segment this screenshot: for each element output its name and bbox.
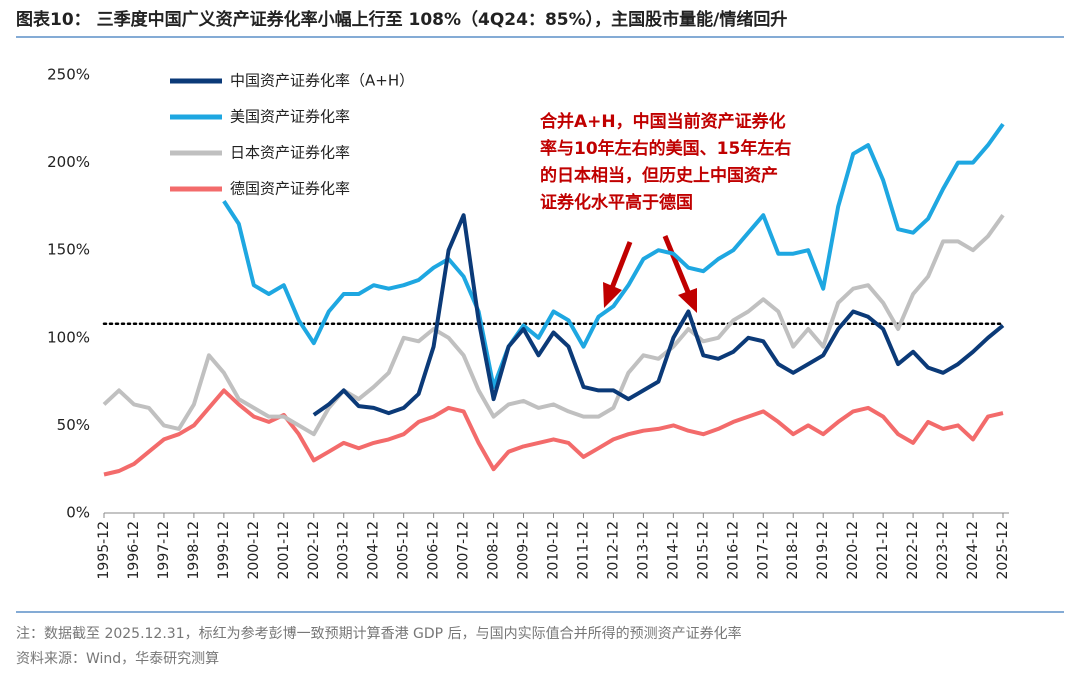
arrows bbox=[603, 235, 697, 313]
x-tick-label: 2007-12 bbox=[456, 521, 472, 580]
x-tick-label: 2010-12 bbox=[546, 521, 562, 580]
series-line bbox=[312, 213, 1005, 417]
y-tick-label: 50% bbox=[57, 416, 90, 434]
annotation: 的日本相当，但历史上中国资产 bbox=[540, 165, 778, 186]
x-tick-label: 2001-12 bbox=[276, 521, 292, 580]
x-tick-label: 1996-12 bbox=[126, 521, 142, 580]
legend-label: 中国资产证券化率（A+H） bbox=[230, 72, 414, 90]
annotation: 合并A+H，中国当前资产证券化 bbox=[540, 111, 786, 132]
x-tick-label: 2021-12 bbox=[875, 521, 891, 580]
x-tick-label: 2015-12 bbox=[695, 521, 711, 580]
x-tick-label: 2014-12 bbox=[665, 521, 681, 580]
series-line bbox=[102, 214, 1005, 437]
annotation: 证券化水平高于德国 bbox=[540, 192, 693, 213]
footnote: 注：数据截至 2025.12.31，标红为参考彭博一致预期计算香港 GDP 后，… bbox=[16, 625, 742, 642]
x-tick-label: 2009-12 bbox=[516, 521, 532, 580]
x-tick-label: 2000-12 bbox=[246, 521, 262, 580]
x-tick-label: 2005-12 bbox=[396, 521, 412, 580]
x-tick-label: 2025-12 bbox=[995, 521, 1011, 580]
x-tick-label: 2002-12 bbox=[306, 521, 322, 580]
x-tick-label: 2019-12 bbox=[815, 521, 831, 580]
series-line bbox=[222, 122, 1005, 389]
x-tick-label: 2017-12 bbox=[755, 521, 771, 580]
x-tick-label: 2016-12 bbox=[725, 521, 741, 580]
chart-title: 图表10： 三季度中国广义资产证券化率小幅上行至 108%（4Q24：85%），… bbox=[16, 9, 787, 30]
x-tick-label: 1995-12 bbox=[96, 521, 112, 580]
x-tick-label: 2003-12 bbox=[336, 521, 352, 580]
y-tick-label: 100% bbox=[47, 328, 90, 346]
source: 资料来源：Wind，华泰研究测算 bbox=[16, 651, 219, 667]
x-tick-label: 2008-12 bbox=[486, 521, 502, 580]
x-tick-label: 2020-12 bbox=[845, 521, 861, 580]
series-line bbox=[103, 388, 1004, 477]
legend-label: 日本资产证券化率 bbox=[230, 144, 350, 162]
annotation: 率与10年左右的美国、15年左右 bbox=[540, 138, 791, 159]
x-tick-label: 1997-12 bbox=[156, 521, 172, 580]
x-tick-label: 2018-12 bbox=[785, 521, 801, 580]
x-tick-label: 1998-12 bbox=[186, 521, 202, 580]
x-tick-label: 2023-12 bbox=[935, 521, 951, 580]
y-tick-label: 200% bbox=[47, 153, 90, 171]
x-tick-label: 2006-12 bbox=[426, 521, 442, 580]
y-tick-label: 0% bbox=[66, 504, 90, 522]
x-tick-label: 2011-12 bbox=[575, 521, 591, 580]
x-tick-label: 2012-12 bbox=[605, 521, 621, 580]
legend-label: 美国资产证券化率 bbox=[230, 108, 350, 126]
x-tick-label: 2022-12 bbox=[905, 521, 921, 580]
x-tick-label: 2004-12 bbox=[366, 521, 382, 580]
y-tick-label: 150% bbox=[47, 241, 90, 259]
legend-label: 德国资产证券化率 bbox=[230, 180, 350, 198]
x-tick-label: 2024-12 bbox=[965, 521, 981, 580]
y-tick-label: 250% bbox=[47, 66, 90, 84]
x-tick-label: 2013-12 bbox=[635, 521, 651, 580]
x-tick-label: 1999-12 bbox=[216, 521, 232, 580]
